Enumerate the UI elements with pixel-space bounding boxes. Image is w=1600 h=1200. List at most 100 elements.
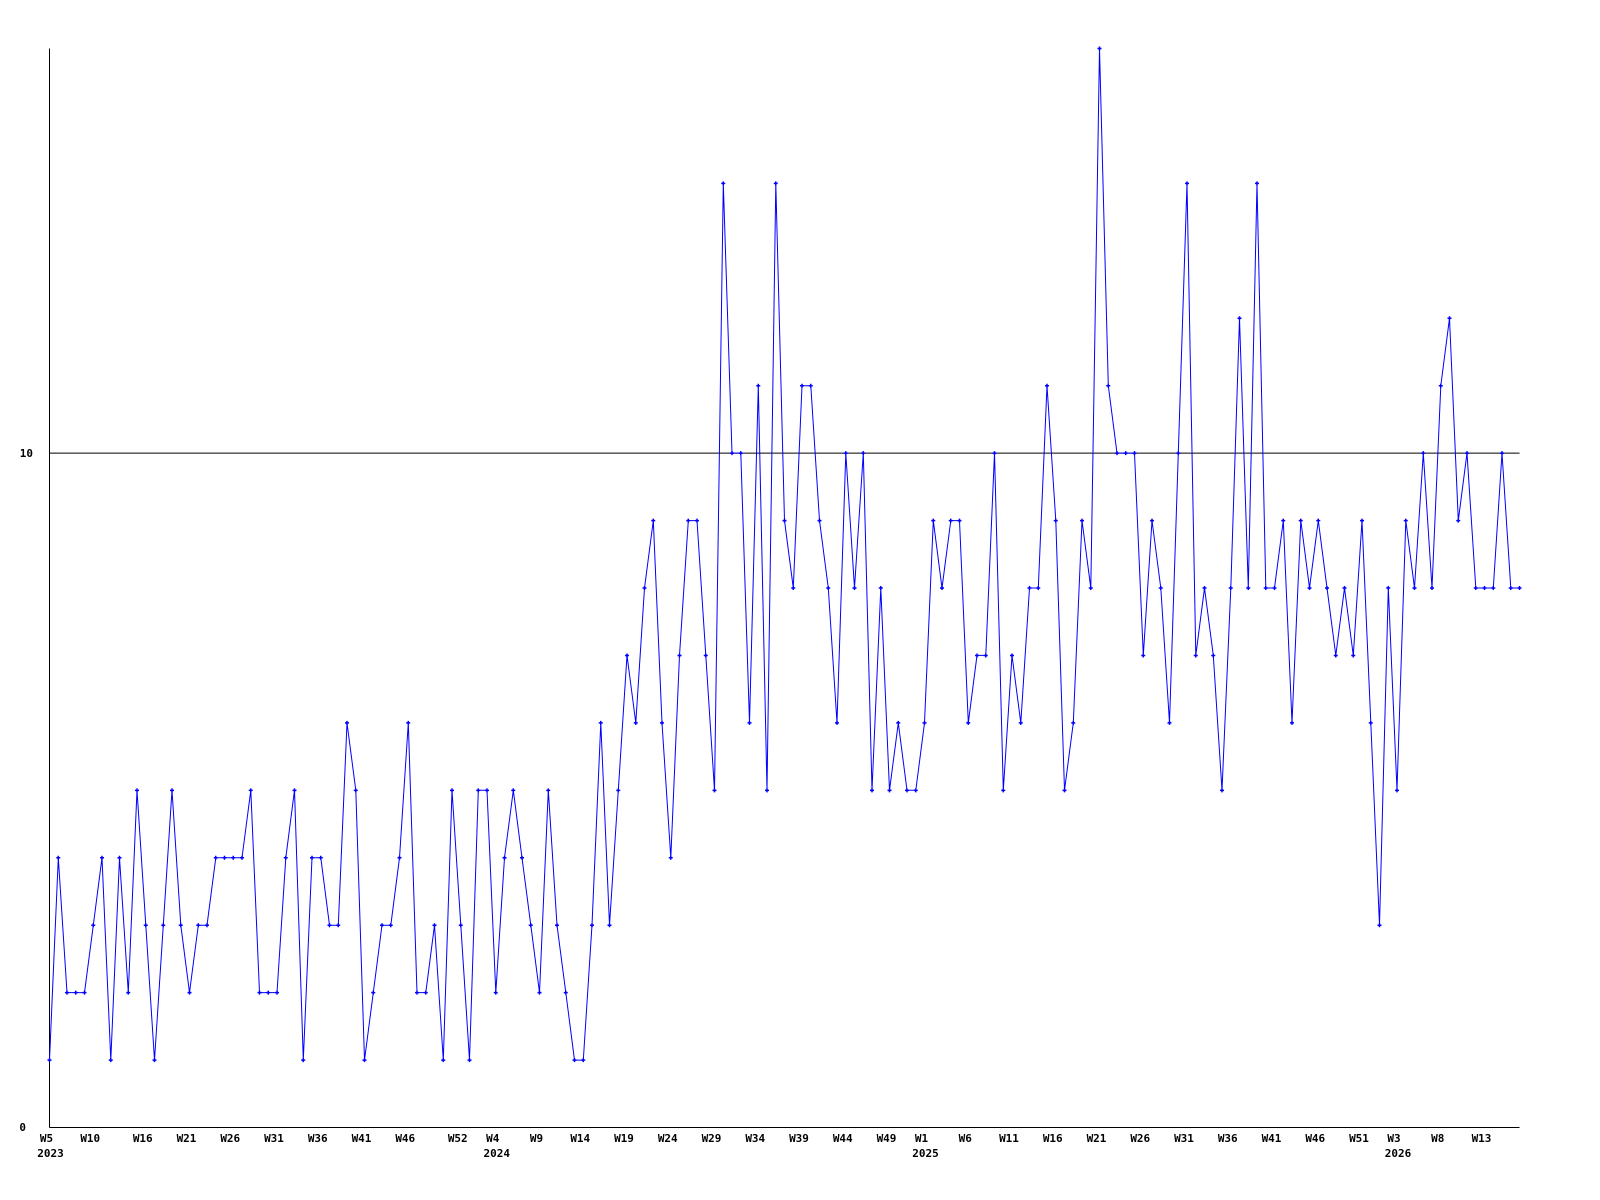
data-point (1281, 518, 1286, 523)
x-tick-label: W16 (133, 1132, 153, 1145)
data-point (108, 1058, 113, 1063)
data-point (1237, 316, 1242, 321)
data-point (467, 1058, 472, 1063)
data-point (1158, 586, 1163, 590)
data-point (983, 653, 988, 658)
data-point (1010, 653, 1014, 658)
data-point (1500, 451, 1504, 456)
data-point (1351, 653, 1356, 658)
data-point (1430, 586, 1434, 590)
data-point (1517, 586, 1522, 590)
x-year-label: 2024 (484, 1147, 511, 1160)
data-point (957, 518, 962, 523)
x-tick-label: W19 (614, 1132, 634, 1145)
data-point (205, 923, 209, 928)
data-point (1141, 653, 1146, 658)
data-point (861, 451, 866, 456)
data-point (432, 923, 437, 928)
x-tick-label: W21 (177, 1132, 197, 1145)
data-point (1071, 720, 1076, 725)
data-point (826, 586, 831, 590)
data-point (940, 586, 944, 590)
data-point (616, 788, 621, 793)
data-point (266, 990, 271, 995)
data-point (668, 855, 673, 860)
data-point (695, 518, 699, 523)
data-point (1325, 586, 1329, 590)
data-point (1228, 586, 1233, 590)
x-tick-label: W11 (999, 1132, 1019, 1145)
data-point (948, 518, 953, 523)
data-point (537, 990, 542, 995)
data-point (1176, 451, 1181, 456)
data-point (817, 518, 822, 523)
data-point (371, 990, 376, 995)
data-point (318, 855, 323, 860)
x-tick-label: W39 (789, 1132, 809, 1145)
data-point (1491, 586, 1496, 590)
data-point (1193, 653, 1198, 658)
data-point (1412, 586, 1417, 590)
data-point (301, 1058, 306, 1063)
data-point (441, 1058, 446, 1063)
data-point (1132, 451, 1137, 456)
x-tick-label: W9 (530, 1132, 543, 1145)
x-tick-label: W31 (264, 1132, 284, 1145)
x-tick-label: W46 (395, 1132, 415, 1145)
series-0 (47, 46, 1522, 1063)
data-point (905, 788, 909, 793)
data-point (1088, 586, 1093, 590)
data-point (135, 788, 139, 793)
data-point (1246, 586, 1251, 590)
x-tick-label: W29 (702, 1132, 722, 1145)
x-tick-label: W36 (308, 1132, 328, 1145)
data-point (65, 990, 69, 995)
data-point (1508, 586, 1513, 590)
data-point (1438, 383, 1443, 388)
data-point (493, 990, 498, 995)
x-tick-label: W16 (1043, 1132, 1063, 1145)
data-point (292, 788, 297, 793)
data-point (161, 923, 166, 928)
data-point (1333, 653, 1338, 658)
data-point (1045, 383, 1049, 388)
x-tick-label: W49 (877, 1132, 897, 1145)
data-point (1386, 586, 1391, 590)
data-point (458, 923, 463, 928)
data-point (756, 383, 761, 388)
x-axis-labels: W5 2023 W10 W16 W21 W26 W31 W36 W41 W46 W52 W4 2024 W… (37, 1132, 1491, 1160)
data-point (1001, 788, 1006, 793)
data-point (336, 923, 341, 928)
data-point (581, 1058, 586, 1063)
data-point (1080, 518, 1084, 523)
data-point (563, 990, 568, 995)
series-line (49, 48, 1520, 1061)
data-point (152, 1058, 157, 1063)
x-tick-label: W4 (486, 1132, 500, 1145)
data-point (283, 855, 288, 860)
data-point (1185, 181, 1189, 186)
data-point (651, 518, 656, 523)
data-point (1263, 586, 1268, 590)
data-point (1097, 46, 1102, 51)
data-point (975, 653, 979, 658)
x-tick-label: W34 (745, 1132, 765, 1145)
x-tick-label: W6 (959, 1132, 973, 1145)
data-point (1290, 720, 1294, 725)
data-point (1395, 788, 1399, 793)
x-tick-label: W51 (1349, 1132, 1369, 1145)
x-tick-label: W8 (1431, 1132, 1444, 1145)
data-point (397, 855, 402, 860)
data-point (1342, 586, 1347, 590)
data-point (607, 923, 612, 928)
x-tick-label: W44 (833, 1132, 853, 1145)
data-point (380, 923, 384, 928)
data-point (878, 586, 883, 590)
data-point (721, 181, 726, 186)
data-point (178, 923, 183, 928)
data-point (47, 1058, 52, 1063)
data-point (1307, 586, 1312, 590)
data-point (1106, 383, 1111, 388)
data-point (213, 855, 218, 860)
data-point (275, 990, 279, 995)
